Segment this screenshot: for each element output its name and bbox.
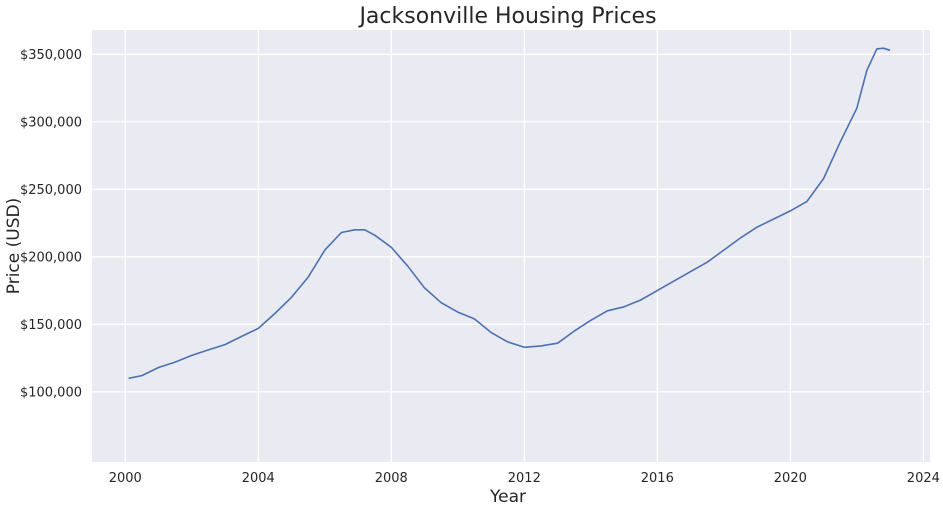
series-line <box>128 47 891 380</box>
gridlines <box>92 30 930 462</box>
x-tick-label: 2004 <box>242 471 275 486</box>
y-axis-title: Price (USD) <box>4 198 24 294</box>
chart-title: Jacksonville Housing Prices <box>357 4 656 29</box>
y-tick-label: $200,000 <box>20 250 82 265</box>
x-tick-label: 2020 <box>774 471 807 486</box>
y-tick-label: $350,000 <box>20 48 82 63</box>
y-tick-label: $150,000 <box>20 318 82 333</box>
x-tick-label: 2024 <box>907 471 940 486</box>
y-tick-label: $250,000 <box>20 183 82 198</box>
y-tick-label: $100,000 <box>20 385 82 400</box>
x-tick-label: 2008 <box>375 471 408 486</box>
x-tick-label: 2012 <box>508 471 541 486</box>
plot-area <box>92 30 930 462</box>
y-tick-labels: $100,000 $150,000 $200,000 $250,000 $300,000… <box>20 48 82 400</box>
x-tick-label: 2000 <box>109 471 142 486</box>
x-tick-label: 2016 <box>641 471 674 486</box>
y-tick-label: $300,000 <box>20 115 82 130</box>
x-axis-title: Year <box>489 487 526 507</box>
x-tick-labels: 2000 2004 2008 2012 2016 2020 2024 <box>109 471 940 486</box>
